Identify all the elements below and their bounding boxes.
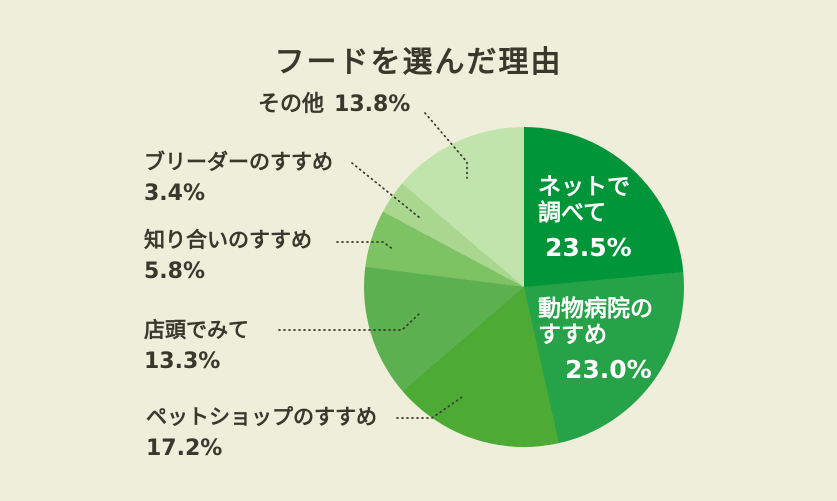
label-breeder-value: 3.4%: [144, 181, 206, 206]
label-petshop: ペットショップのすすめ 17.2%: [146, 401, 377, 465]
label-net-research-value: 23.5%: [545, 233, 632, 262]
label-acquaintance-value: 5.8%: [144, 259, 206, 284]
label-acquaintance-text: 知り合いのすすめ: [144, 228, 312, 252]
label-breeder: ブリーダーのすすめ 3.4%: [144, 146, 333, 210]
label-petshop-text: ペットショップのすすめ: [146, 405, 377, 429]
label-net-research-line2: 調べて: [538, 200, 607, 226]
label-vet-recommendation-line1: 動物病院の: [538, 296, 653, 322]
label-vet-recommendation-value: 23.0%: [565, 355, 652, 384]
label-other-text: その他: [258, 92, 325, 117]
label-breeder-text: ブリーダーのすすめ: [144, 150, 333, 174]
pie-chart: [364, 127, 684, 447]
label-other-value: 13.8%: [334, 92, 411, 117]
chart-title: フードを選んだ理由: [274, 45, 563, 80]
label-vet-recommendation: 動物病院の すすめ 23.0%: [538, 296, 653, 383]
label-petshop-value: 17.2%: [146, 436, 223, 461]
label-net-research: ネットで 調べて 23.5%: [538, 174, 632, 261]
label-store: 店頭でみて 13.3%: [144, 314, 249, 378]
label-other: その他 13.8%: [258, 92, 410, 118]
label-net-research-line1: ネットで: [538, 174, 630, 200]
label-store-text: 店頭でみて: [144, 318, 249, 342]
label-acquaintance: 知り合いのすすめ 5.8%: [144, 224, 312, 288]
label-vet-recommendation-line2: すすめ: [538, 322, 607, 348]
label-store-value: 13.3%: [144, 349, 221, 374]
